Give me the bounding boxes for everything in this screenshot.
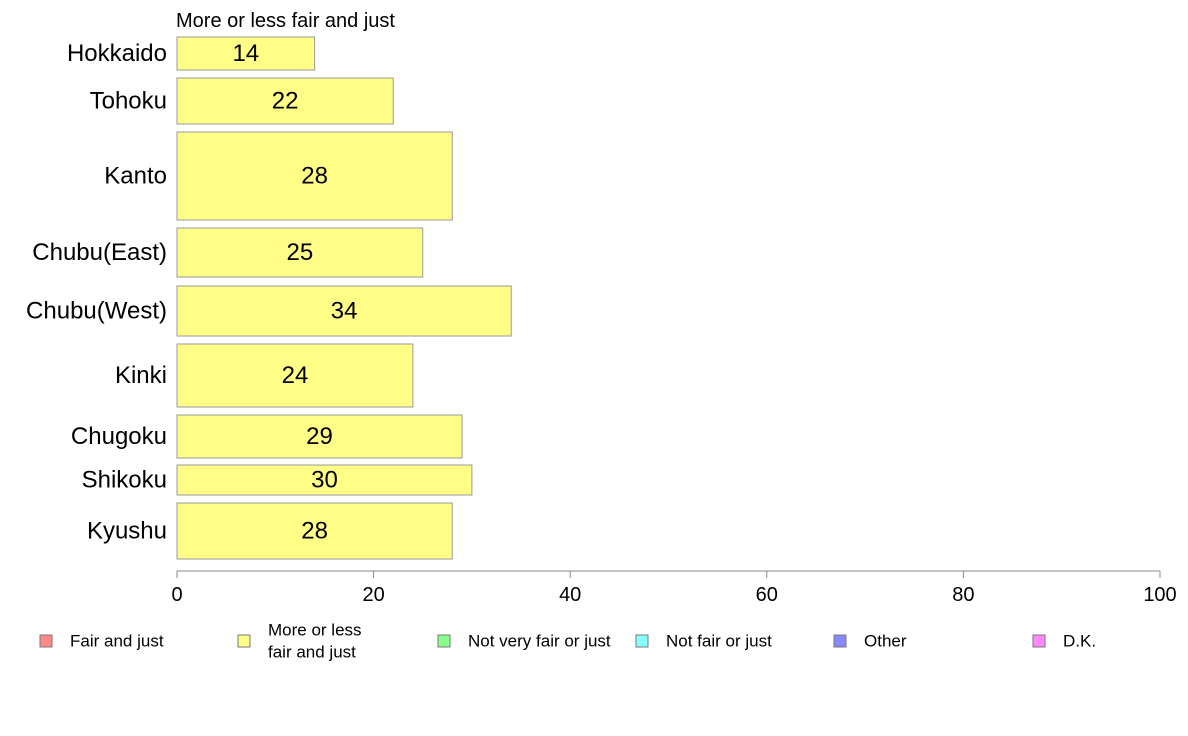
bar: [176, 343, 414, 408]
bar-value-label: 14: [232, 40, 259, 67]
bar: [176, 414, 463, 459]
bar-value-label: 28: [301, 163, 328, 190]
bar: [176, 77, 394, 125]
legend-swatch: [1032, 634, 1046, 648]
category-label: Tohoku: [90, 88, 167, 115]
x-axis: 0 20 40 60 80 100: [171, 570, 1177, 606]
legend-label: Not fair or just: [666, 632, 772, 651]
bar: [176, 36, 316, 71]
category-label: Chubu(East): [32, 239, 167, 266]
bar: [176, 285, 512, 337]
legend-label: Not very fair or just: [468, 632, 611, 651]
bar-value-label: 34: [331, 298, 358, 325]
bar-value-label: 28: [301, 518, 328, 545]
category-label: Kyushu: [87, 518, 167, 545]
category-label: Hokkaido: [67, 40, 167, 67]
x-tick-label: 60: [756, 584, 778, 606]
legend-swatch: [437, 634, 451, 648]
x-tick-label: 20: [362, 584, 384, 606]
category-label: Kinki: [115, 362, 167, 389]
category-label: Chugoku: [71, 423, 167, 450]
legend-swatch: [237, 634, 251, 648]
bar-value-label: 30: [311, 467, 338, 494]
legend-label: Other: [864, 632, 907, 651]
bar-value-label: 25: [287, 239, 314, 266]
x-tick-label: 100: [1143, 584, 1176, 606]
bar-value-label: 24: [282, 362, 309, 389]
legend-swatch: [833, 634, 847, 648]
bar: [176, 131, 453, 221]
legend-swatch: [635, 634, 649, 648]
legend-label: More or less: [268, 621, 362, 640]
bar: [176, 464, 473, 496]
chart-title: More or less fair and just: [176, 10, 395, 32]
legend-label: D.K.: [1063, 632, 1096, 651]
legend-label: fair and just: [268, 643, 356, 662]
bar-value-label: 22: [272, 88, 299, 115]
legend-label: Fair and just: [70, 632, 164, 651]
category-label: Kanto: [104, 163, 167, 190]
category-label: Shikoku: [82, 467, 167, 494]
category-label: Chubu(West): [26, 298, 167, 325]
legend: Fair and just More or less fair and just No…: [39, 621, 1096, 662]
x-tick-label: 40: [559, 584, 581, 606]
bars-group: Hokkaido 14 Tohoku 22 Kanto 28 Chubu(East) 25 Ch…: [26, 36, 512, 560]
x-tick-label: 80: [952, 584, 974, 606]
bar: [176, 227, 424, 278]
bar-value-label: 29: [306, 423, 333, 450]
legend-swatch: [39, 634, 53, 648]
x-tick-label: 0: [171, 584, 182, 606]
bar: [176, 502, 453, 560]
